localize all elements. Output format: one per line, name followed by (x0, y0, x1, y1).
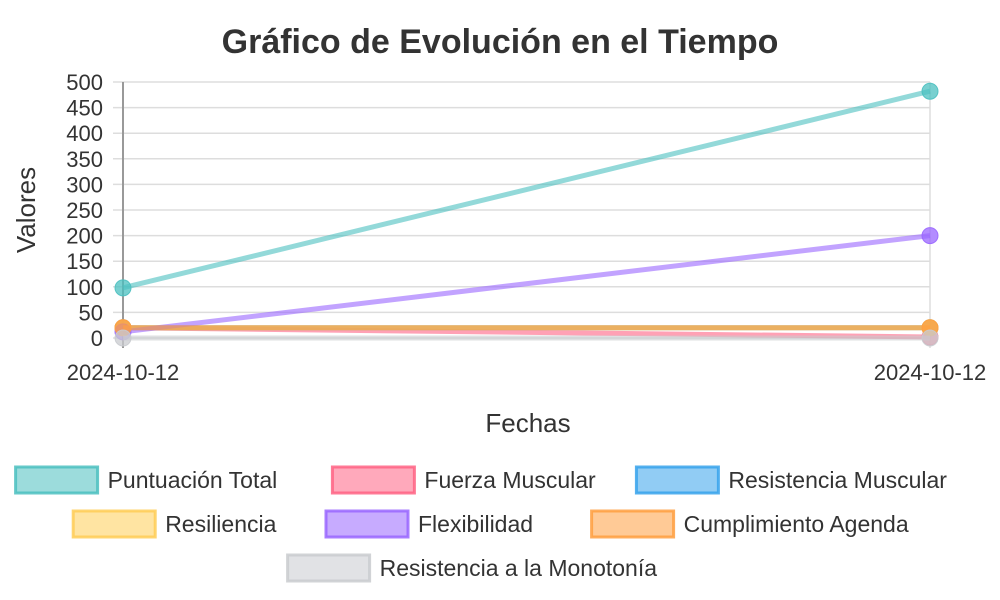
legend-label: Resistencia Muscular (728, 467, 947, 493)
data-point[interactable] (114, 279, 132, 297)
legend-item[interactable]: Puntuación Total (14, 465, 278, 495)
legend-label: Flexibilidad (418, 511, 533, 537)
x-axis-title: Fechas (485, 408, 570, 438)
legend-swatch (634, 465, 720, 495)
y-tick-label: 0 (91, 326, 103, 351)
y-tick-label: 300 (66, 172, 103, 197)
legend: Puntuación Total Fuerza Muscular Resistenc… (14, 465, 947, 583)
chart-title: Gráfico de Evolución en el Tiempo (222, 23, 779, 61)
legend-swatch (14, 465, 100, 495)
y-tick-label: 250 (66, 198, 103, 223)
data-point[interactable] (921, 329, 939, 347)
legend-swatch (324, 509, 410, 539)
legend-swatch (286, 553, 372, 583)
legend-swatch (590, 509, 676, 539)
y-tick-label: 200 (66, 224, 103, 249)
x-tick-label: 2024-10-12 (67, 360, 180, 385)
legend-item[interactable]: Flexibilidad (324, 509, 533, 539)
data-point[interactable] (921, 227, 939, 245)
legend-item[interactable]: Resistencia a la Monotonía (286, 553, 658, 583)
y-tick-label: 450 (66, 96, 103, 121)
y-tick-label: 50 (79, 300, 103, 325)
series-line (122, 233, 931, 335)
legend-item[interactable]: Resistencia Muscular (634, 465, 947, 495)
y-tick-label: 400 (66, 121, 103, 146)
legend-label: Puntuación Total (108, 467, 278, 493)
x-tick-label: 2024-10-12 (874, 360, 987, 385)
y-axis-title: Valores (11, 167, 41, 253)
series-line (122, 88, 931, 291)
data-point[interactable] (921, 82, 939, 100)
legend-swatch (330, 465, 416, 495)
series-layer (114, 82, 939, 347)
legend-item[interactable]: Fuerza Muscular (330, 465, 596, 495)
y-tick-label: 350 (66, 147, 103, 172)
y-tick-label: 150 (66, 249, 103, 274)
legend-label: Resiliencia (165, 511, 276, 537)
y-tick-label: 100 (66, 275, 103, 300)
legend-label: Fuerza Muscular (424, 467, 596, 493)
legend-label: Cumplimiento Agenda (684, 511, 909, 537)
legend-item[interactable]: Cumplimiento Agenda (590, 509, 909, 539)
data-point[interactable] (114, 329, 132, 347)
legend-swatch (71, 509, 157, 539)
legend-label: Resistencia a la Monotonía (380, 555, 658, 581)
legend-item[interactable]: Resiliencia (71, 509, 277, 539)
y-tick-label: 500 (66, 70, 103, 95)
